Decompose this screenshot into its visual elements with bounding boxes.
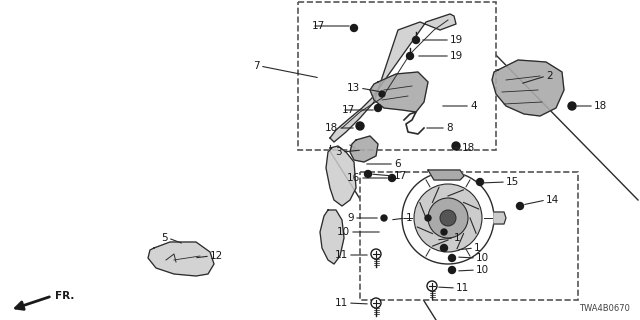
Text: 10: 10 (337, 227, 350, 237)
Text: 5: 5 (161, 233, 168, 243)
Text: 17: 17 (312, 21, 325, 31)
Circle shape (568, 102, 576, 110)
Circle shape (351, 25, 358, 31)
Text: 18: 18 (324, 123, 338, 133)
Circle shape (425, 215, 431, 221)
Polygon shape (350, 136, 378, 162)
Polygon shape (494, 212, 506, 224)
Text: 6: 6 (394, 159, 401, 169)
Circle shape (452, 142, 460, 150)
Text: TWA4B0670: TWA4B0670 (579, 304, 630, 313)
Text: 17: 17 (342, 105, 355, 115)
Bar (298, 2, 496, 150)
Circle shape (449, 267, 456, 274)
Circle shape (365, 171, 371, 178)
Circle shape (379, 91, 385, 97)
Bar (360, 172, 578, 300)
Polygon shape (326, 146, 356, 206)
Polygon shape (148, 242, 214, 276)
Circle shape (427, 281, 437, 291)
Polygon shape (428, 170, 464, 180)
Text: 3: 3 (335, 147, 342, 157)
Text: 18: 18 (594, 101, 607, 111)
Text: 7: 7 (253, 61, 260, 71)
Text: 18: 18 (462, 143, 476, 153)
Text: 11: 11 (456, 283, 469, 293)
Circle shape (440, 244, 447, 252)
Circle shape (406, 52, 413, 60)
Text: 16: 16 (347, 173, 360, 183)
Circle shape (477, 179, 483, 186)
Polygon shape (320, 210, 344, 264)
Circle shape (371, 298, 381, 308)
Circle shape (388, 174, 396, 181)
Text: 11: 11 (335, 250, 348, 260)
Text: 9: 9 (348, 213, 354, 223)
Text: 12: 12 (210, 251, 223, 261)
Text: 13: 13 (347, 83, 360, 93)
Text: 10: 10 (476, 253, 489, 263)
Text: 14: 14 (546, 195, 559, 205)
Text: 4: 4 (470, 101, 477, 111)
Text: 8: 8 (446, 123, 452, 133)
Text: 11: 11 (335, 298, 348, 308)
Polygon shape (492, 60, 564, 116)
Polygon shape (370, 72, 428, 112)
Text: 2: 2 (546, 71, 552, 81)
Text: 15: 15 (506, 177, 519, 187)
Text: FR.: FR. (55, 291, 74, 301)
Circle shape (428, 198, 468, 238)
Text: 1: 1 (406, 213, 413, 223)
Circle shape (516, 203, 524, 210)
Circle shape (356, 122, 364, 130)
Text: 17: 17 (394, 171, 407, 181)
Circle shape (414, 184, 482, 252)
Circle shape (381, 215, 387, 221)
Circle shape (374, 105, 381, 111)
Circle shape (449, 254, 456, 261)
Text: 1: 1 (454, 233, 461, 243)
Polygon shape (330, 14, 456, 142)
Circle shape (440, 210, 456, 226)
Text: 10: 10 (476, 265, 489, 275)
Circle shape (402, 172, 494, 264)
Text: 19: 19 (450, 51, 463, 61)
Circle shape (371, 249, 381, 259)
Text: 1: 1 (474, 243, 481, 253)
Circle shape (413, 36, 419, 44)
Text: 19: 19 (450, 35, 463, 45)
Circle shape (441, 229, 447, 235)
